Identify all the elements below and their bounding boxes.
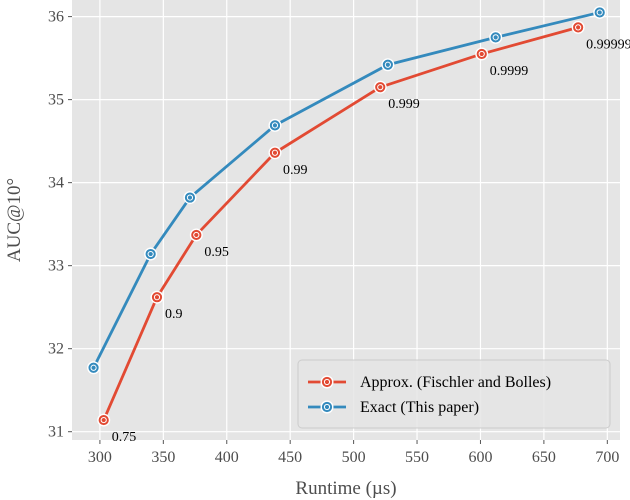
data-point-inner <box>271 122 279 129</box>
data-point <box>144 247 158 261</box>
x-axis-label: Runtime (µs) <box>295 478 396 499</box>
point-label: 0.9999 <box>490 64 528 79</box>
legend-items: Approx. (Fischler and Bolles) Exact (This… <box>308 374 551 416</box>
x-tick-label: 400 <box>215 449 239 466</box>
data-point <box>381 58 395 72</box>
data-point-inner <box>90 364 97 371</box>
legend-label: Approx. (Fischler and Bolles) <box>360 374 551 391</box>
data-point <box>183 191 197 205</box>
legend-marker <box>320 400 334 414</box>
point-label: 0.999 <box>388 97 420 112</box>
data-point-inner <box>271 149 279 156</box>
x-tick-label: 300 <box>88 449 112 466</box>
y-tick-label: 32 <box>48 341 64 358</box>
y-tick-label: 35 <box>48 92 64 109</box>
point-label: 0.95 <box>204 245 229 260</box>
data-point-inner <box>596 9 603 16</box>
x-tick-label: 650 <box>532 449 556 466</box>
data-point-inner <box>575 24 582 31</box>
data-point <box>268 146 282 160</box>
series-group <box>87 5 607 427</box>
axis-ticks: 300 350 400 450 500 550 600 650 700 31 32 33 34 35 36 <box>48 9 619 466</box>
point-labels: 0.75 0.9 0.95 0.99 0.999 0.9999 0.99999 <box>112 37 630 445</box>
legend-marker-inner <box>323 378 331 386</box>
point-label: 0.99 <box>283 163 308 178</box>
data-point <box>593 5 607 19</box>
data-point <box>87 361 101 375</box>
legend-box <box>297 359 611 429</box>
data-point <box>571 20 585 34</box>
point-label: 0.99999 <box>586 37 630 52</box>
point-label: 0.9 <box>165 307 183 322</box>
data-point-inner <box>147 250 154 258</box>
y-tick-label: 33 <box>48 258 64 275</box>
point-label: 0.75 <box>112 430 136 445</box>
x-tick-label: 600 <box>468 449 492 466</box>
y-tick-label: 36 <box>48 9 64 26</box>
x-tick-label: 500 <box>342 449 366 466</box>
y-tick-label: 31 <box>48 424 64 441</box>
x-tick-label: 550 <box>405 449 429 466</box>
x-tick-label: 350 <box>151 449 175 466</box>
data-point <box>97 413 111 427</box>
legend: Approx. (Fischler and Bolles) Exact (This… <box>297 359 611 429</box>
data-point <box>268 118 282 132</box>
data-point-inner <box>377 84 384 91</box>
data-point <box>475 47 489 61</box>
x-tick-label: 700 <box>595 449 619 466</box>
data-point-inner <box>384 61 391 68</box>
data-point <box>150 290 164 304</box>
y-axis-label: AUC@10° <box>4 178 25 262</box>
data-point-inner <box>478 50 485 58</box>
data-point <box>373 80 387 94</box>
data-point-inner <box>186 194 194 201</box>
legend-marker <box>320 375 334 389</box>
data-point-inner <box>193 231 200 239</box>
legend-marker-inner <box>323 403 331 411</box>
data-point-inner <box>153 294 161 301</box>
data-point-inner <box>492 34 499 41</box>
y-tick-label: 34 <box>48 175 64 192</box>
legend-label: Exact (This paper) <box>360 399 479 416</box>
data-point <box>489 30 503 44</box>
data-point-inner <box>100 416 107 424</box>
grid <box>72 0 620 440</box>
data-point <box>189 228 203 242</box>
x-tick-label: 450 <box>278 449 302 466</box>
